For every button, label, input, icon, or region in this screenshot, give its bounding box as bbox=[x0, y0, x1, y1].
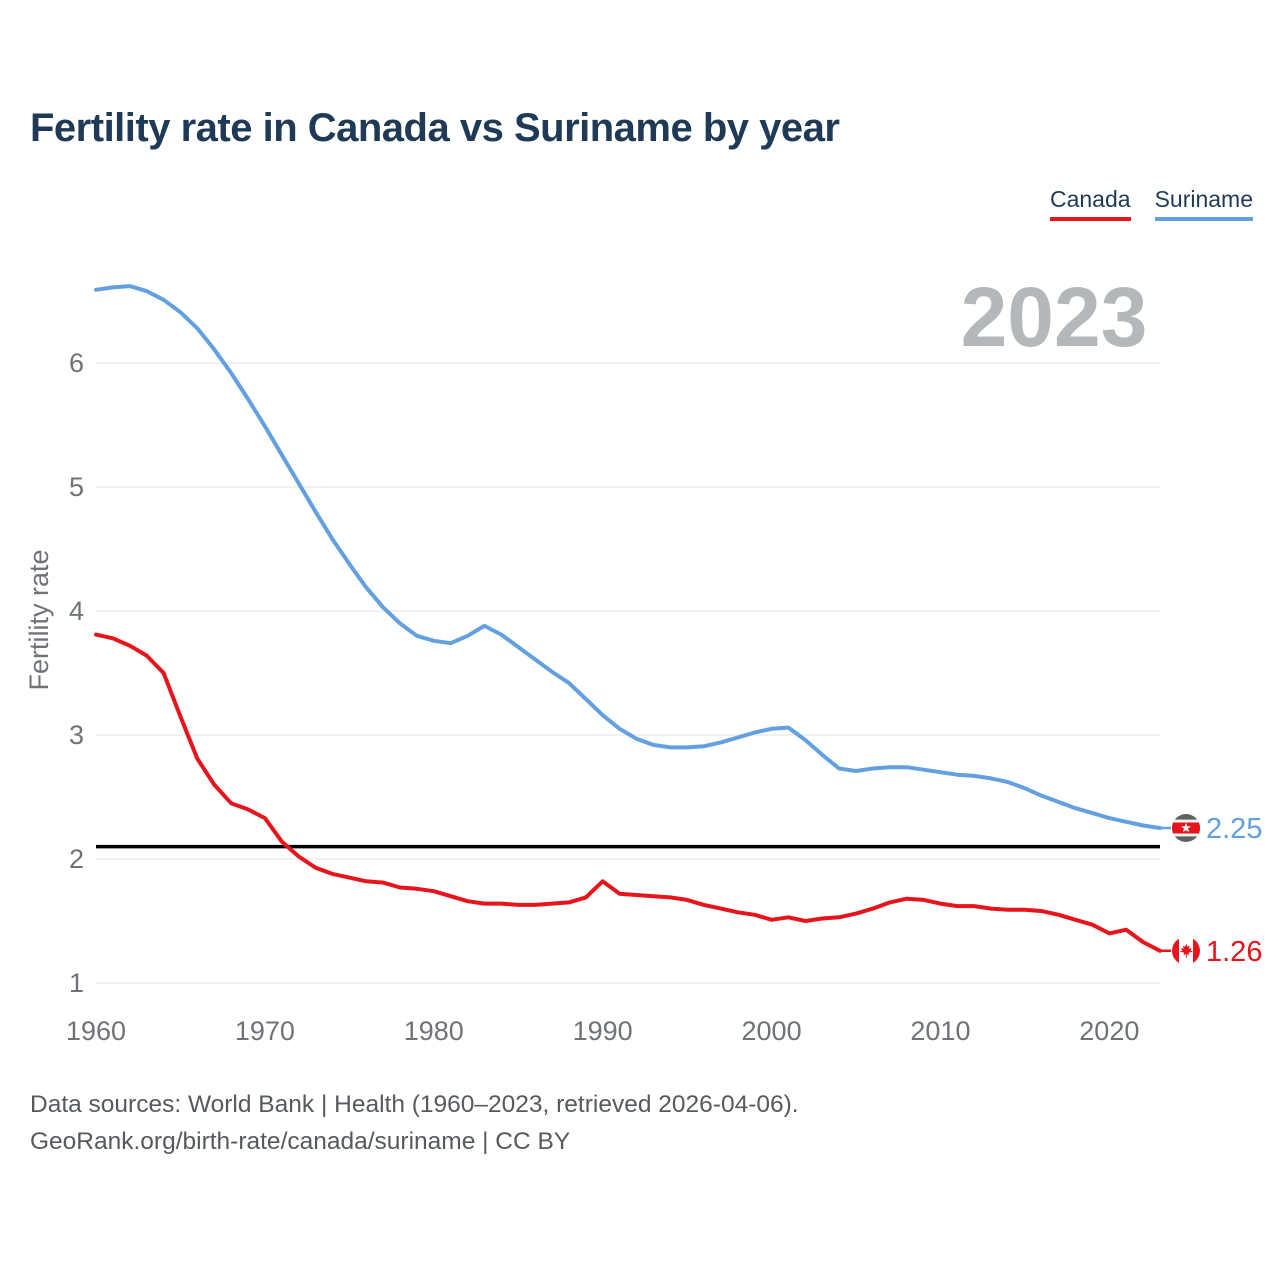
legend: Canada Suriname bbox=[1049, 186, 1253, 221]
y-axis-label: Fertility rate bbox=[24, 549, 54, 690]
suriname-flag-icon bbox=[1172, 814, 1200, 842]
x-tick-label: 1980 bbox=[404, 1016, 464, 1046]
attribution-text: GeoRank.org/birth-rate/canada/suriname |… bbox=[30, 1128, 571, 1155]
suriname-end-value: 2.25 bbox=[1206, 813, 1262, 845]
y-tick-label: 4 bbox=[69, 596, 84, 626]
legend-item-canada[interactable]: Canada bbox=[1049, 186, 1131, 221]
suriname-line[interactable] bbox=[94, 284, 1162, 830]
x-tick-label: 1990 bbox=[573, 1016, 633, 1046]
canada-end-value: 1.26 bbox=[1206, 936, 1262, 968]
footer: Data sources: World Bank | Health (1960–… bbox=[30, 1086, 799, 1160]
legend-item-suriname[interactable]: Suriname bbox=[1154, 186, 1253, 221]
x-tick-label: 1960 bbox=[66, 1016, 126, 1046]
x-tick-label: 2000 bbox=[742, 1016, 802, 1046]
y-tick-label: 1 bbox=[69, 968, 84, 998]
x-tick-label: 1970 bbox=[235, 1016, 295, 1046]
canada-line[interactable] bbox=[94, 632, 1162, 953]
data-sources-text: Data sources: World Bank | Health (1960–… bbox=[30, 1091, 799, 1118]
gridlines bbox=[96, 362, 1160, 984]
x-tick-label: 2020 bbox=[1079, 1016, 1139, 1046]
y-tick-label: 3 bbox=[69, 720, 84, 750]
chart-title: Fertility rate in Canada vs Suriname by … bbox=[30, 106, 840, 150]
y-tick-label: 5 bbox=[69, 472, 84, 502]
x-tick-labels: 1960 1970 1980 1990 2000 2010 2020 bbox=[66, 1016, 1139, 1046]
watermark-year: 2023 bbox=[961, 270, 1148, 364]
canada-flag-icon bbox=[1172, 936, 1200, 965]
y-tick-label: 2 bbox=[69, 844, 84, 874]
y-tick-labels: 1 2 3 4 5 6 bbox=[69, 348, 84, 998]
x-tick-label: 2010 bbox=[910, 1016, 970, 1046]
y-tick-label: 6 bbox=[69, 348, 84, 378]
